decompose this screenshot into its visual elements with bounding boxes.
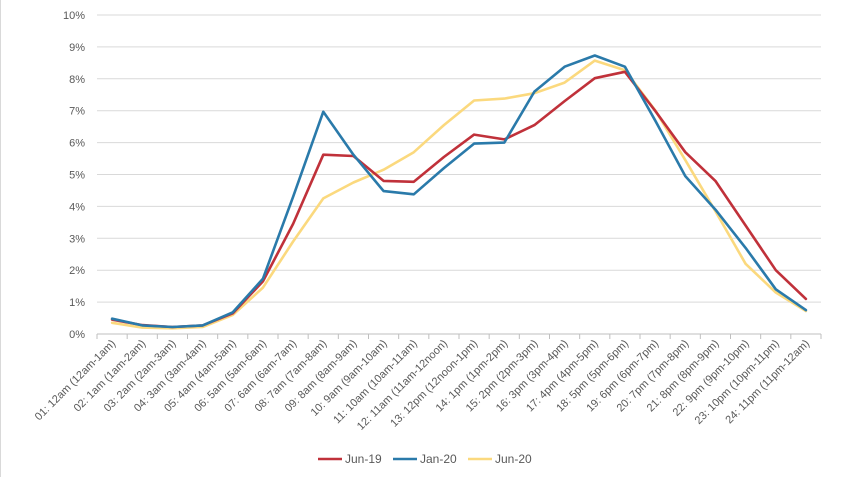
y-tick-label: 10% xyxy=(63,10,85,22)
series-line-jan-20 xyxy=(110,54,808,329)
y-tick-label: 5% xyxy=(69,170,85,182)
x-axis-ticks: 01: 12am (12am-1am)02: 1am (1am-2am)03: … xyxy=(33,334,822,433)
y-tick-label: 8% xyxy=(69,74,85,86)
y-axis-ticks: 0% 1% 2% 3% 4% 5% 6% 7% 8% 9% 10% xyxy=(63,10,85,341)
y-tick-label: 7% xyxy=(69,106,85,118)
y-tick-label: 9% xyxy=(69,42,85,54)
legend-label: Jun-19 xyxy=(345,452,382,466)
legend: Jun-19 Jan-20 Jun-20 xyxy=(318,452,532,466)
legend-label: Jan-20 xyxy=(420,452,457,466)
y-tick-label: 4% xyxy=(69,201,85,213)
y-tick-label: 2% xyxy=(69,265,85,277)
left-border xyxy=(0,0,1,477)
y-tick-label: 1% xyxy=(69,297,85,309)
legend-label: Jun-20 xyxy=(495,452,532,466)
series-line-jun-19 xyxy=(110,70,808,329)
series-lines xyxy=(110,54,808,330)
gridlines xyxy=(97,14,821,335)
y-tick-label: 3% xyxy=(69,233,85,245)
y-tick-label: 6% xyxy=(69,138,85,150)
y-tick-label: 0% xyxy=(69,329,85,341)
series-line-jun-20 xyxy=(110,59,808,330)
